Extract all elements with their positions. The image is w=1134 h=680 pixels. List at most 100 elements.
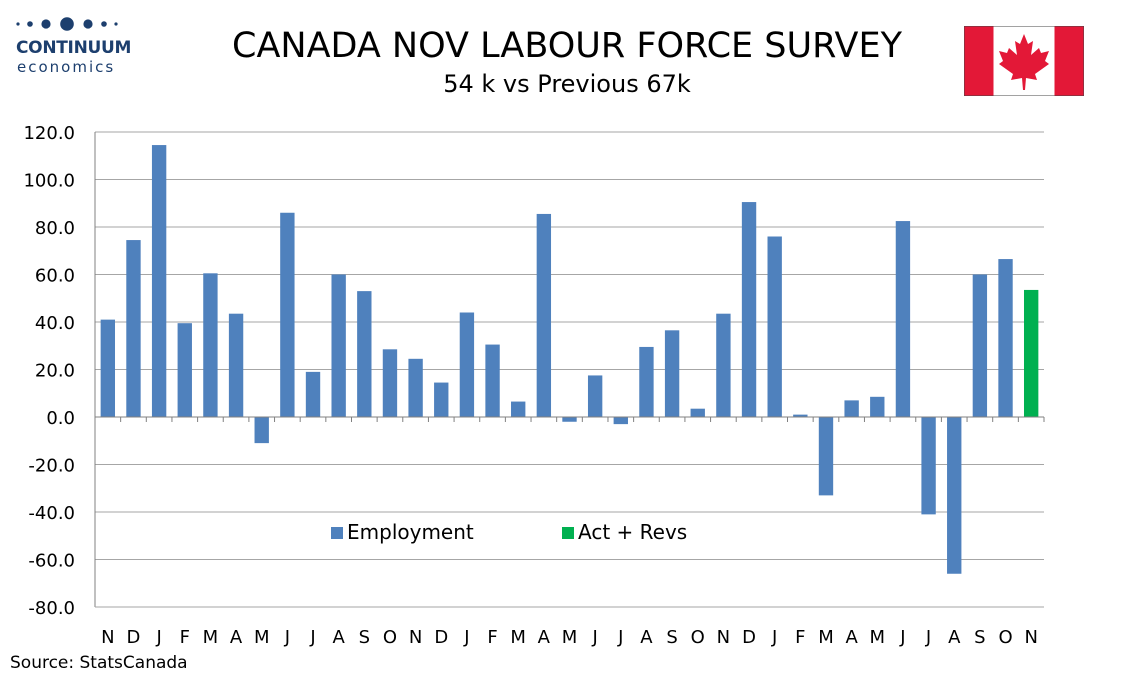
- bar-employment: [562, 417, 577, 422]
- bar-employment: [793, 414, 808, 417]
- bar-employment: [741, 202, 757, 417]
- y-tick-labels: 120.0 100.0 80.0 60.0 40.0 20.0 0.0 -20.0 -40.0 -…: [23, 123, 75, 619]
- x-tick-label: J: [309, 627, 315, 648]
- x-tick-label: D: [434, 627, 448, 648]
- x-tick-label: N: [101, 627, 114, 648]
- y-tick-label: 40.0: [35, 313, 75, 334]
- bar-employment: [203, 273, 218, 417]
- bars: [100, 145, 1039, 574]
- bar-employment: [126, 240, 141, 417]
- x-tick-label: N: [1024, 627, 1037, 648]
- bar-employment: [690, 408, 705, 417]
- source-note: Source: StatsCanada: [10, 653, 188, 673]
- x-tick-label: O: [691, 627, 705, 648]
- x-tick-label: J: [617, 627, 623, 648]
- x-tick-label: A: [332, 627, 345, 648]
- x-tick-label: A: [538, 627, 551, 648]
- x-tick-label: N: [409, 627, 422, 648]
- bar-employment: [664, 330, 680, 417]
- x-tick-label: A: [640, 627, 653, 648]
- y-tick-label: -80.0: [28, 598, 75, 619]
- legend-label-employment: Employment: [347, 520, 474, 544]
- x-tick-label: J: [155, 627, 161, 648]
- bar-employment: [254, 417, 269, 444]
- x-tick-label: S: [359, 627, 370, 648]
- bar-employment: [280, 212, 295, 417]
- y-tick-label: -40.0: [28, 503, 75, 524]
- bar-employment: [767, 236, 782, 417]
- x-tick-label: J: [463, 627, 469, 648]
- bar-employment: [972, 274, 988, 417]
- x-tick-label: A: [845, 627, 858, 648]
- bar-act-revs: [1023, 289, 1039, 417]
- x-tick-label: O: [383, 627, 397, 648]
- logo-dots-icon: [16, 17, 118, 31]
- bar-employment: [818, 417, 834, 496]
- bar-employment: [100, 319, 116, 417]
- x-tick-label: J: [899, 627, 905, 648]
- x-tick-label: A: [230, 627, 243, 648]
- y-tick-label: 80.0: [35, 218, 75, 239]
- chart-title: CANADA NOV LABOUR FORCE SURVEY: [232, 26, 902, 66]
- legend-swatch-employment: [331, 527, 343, 539]
- bar-employment: [921, 417, 936, 515]
- logo-name: CONTINUUM: [16, 38, 132, 58]
- bar-employment: [177, 323, 192, 417]
- x-tick-label: J: [771, 627, 777, 648]
- bar-employment: [844, 400, 859, 417]
- x-tick-label: A: [948, 627, 961, 648]
- x-tick-label: J: [591, 627, 597, 648]
- y-tick-label: 20.0: [35, 361, 75, 382]
- x-tick-label: O: [998, 627, 1012, 648]
- bar-employment: [639, 346, 654, 417]
- bar-employment: [511, 401, 526, 417]
- x-tick-label: J: [925, 627, 931, 648]
- bar-employment: [434, 382, 449, 417]
- legend: Employment Act + Revs: [331, 520, 687, 544]
- x-tick-label: M: [870, 627, 886, 648]
- y-tick-label: -20.0: [28, 456, 75, 477]
- logo-subtitle: economics: [17, 58, 116, 76]
- x-tick-label: M: [510, 627, 526, 648]
- bar-employment: [382, 349, 398, 417]
- bar-employment: [716, 313, 731, 417]
- bar-employment: [305, 371, 321, 417]
- x-tick-label: D: [742, 627, 756, 648]
- bar-employment: [613, 417, 628, 425]
- x-tick-label: M: [818, 627, 834, 648]
- x-tick-label: S: [666, 627, 677, 648]
- x-tick-label: F: [487, 627, 497, 648]
- gridlines: [95, 131, 1044, 608]
- bar-employment: [357, 291, 372, 417]
- chart-subtitle: 54 k vs Previous 67k: [443, 70, 691, 98]
- bar-employment: [587, 375, 603, 417]
- x-tick-label: N: [717, 627, 730, 648]
- bar-employment: [895, 221, 911, 417]
- bar-employment: [998, 259, 1013, 417]
- y-tick-label: 120.0: [23, 123, 75, 144]
- x-tick-label: M: [254, 627, 270, 648]
- bar-employment: [947, 417, 962, 574]
- y-tick-label: 60.0: [35, 266, 75, 287]
- canada-flag-icon: [964, 26, 1084, 96]
- y-tick-label: 0.0: [46, 408, 75, 429]
- legend-swatch-act-revs: [562, 527, 574, 539]
- x-tick-label: M: [203, 627, 219, 648]
- bar-employment: [459, 312, 475, 417]
- x-tick-label: J: [284, 627, 290, 648]
- continuum-logo: CONTINUUM economics: [14, 14, 134, 76]
- x-tick-label: M: [562, 627, 578, 648]
- bar-employment: [485, 344, 500, 417]
- x-tick-label: S: [974, 627, 985, 648]
- y-tick-label: -60.0: [28, 551, 75, 572]
- x-tick-label: F: [795, 627, 805, 648]
- bar-employment: [228, 313, 244, 417]
- bar-employment: [870, 396, 885, 417]
- bar-employment: [151, 145, 167, 417]
- bar-employment: [331, 274, 346, 417]
- bar-employment: [408, 358, 423, 417]
- bar-employment: [536, 213, 552, 417]
- legend-label-act-revs: Act + Revs: [578, 520, 687, 544]
